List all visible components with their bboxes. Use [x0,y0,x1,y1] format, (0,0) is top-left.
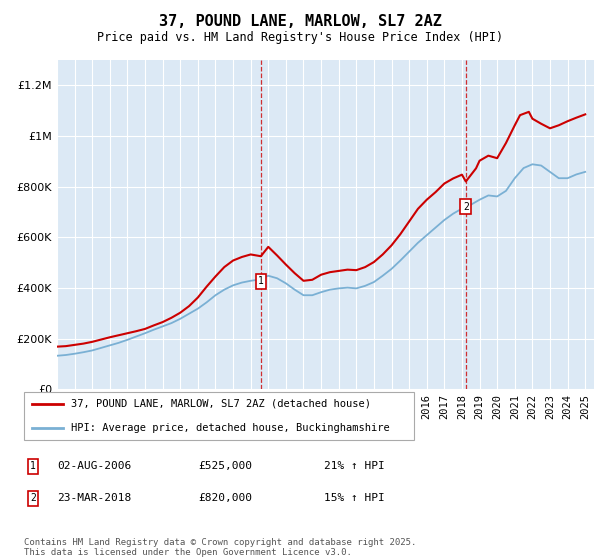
Text: 2: 2 [30,493,36,503]
Text: Price paid vs. HM Land Registry's House Price Index (HPI): Price paid vs. HM Land Registry's House … [97,31,503,44]
Text: 15% ↑ HPI: 15% ↑ HPI [324,493,385,503]
Text: £525,000: £525,000 [198,461,252,472]
Text: 21% ↑ HPI: 21% ↑ HPI [324,461,385,472]
Text: 37, POUND LANE, MARLOW, SL7 2AZ (detached house): 37, POUND LANE, MARLOW, SL7 2AZ (detache… [71,399,371,409]
Text: 2: 2 [463,202,469,212]
FancyBboxPatch shape [24,392,414,440]
Text: 37, POUND LANE, MARLOW, SL7 2AZ: 37, POUND LANE, MARLOW, SL7 2AZ [158,14,442,29]
Text: 1: 1 [258,277,264,287]
Text: Contains HM Land Registry data © Crown copyright and database right 2025.
This d: Contains HM Land Registry data © Crown c… [24,538,416,557]
Text: 23-MAR-2018: 23-MAR-2018 [57,493,131,503]
Text: £820,000: £820,000 [198,493,252,503]
Text: 02-AUG-2006: 02-AUG-2006 [57,461,131,472]
Text: HPI: Average price, detached house, Buckinghamshire: HPI: Average price, detached house, Buck… [71,423,389,433]
Text: 1: 1 [30,461,36,472]
